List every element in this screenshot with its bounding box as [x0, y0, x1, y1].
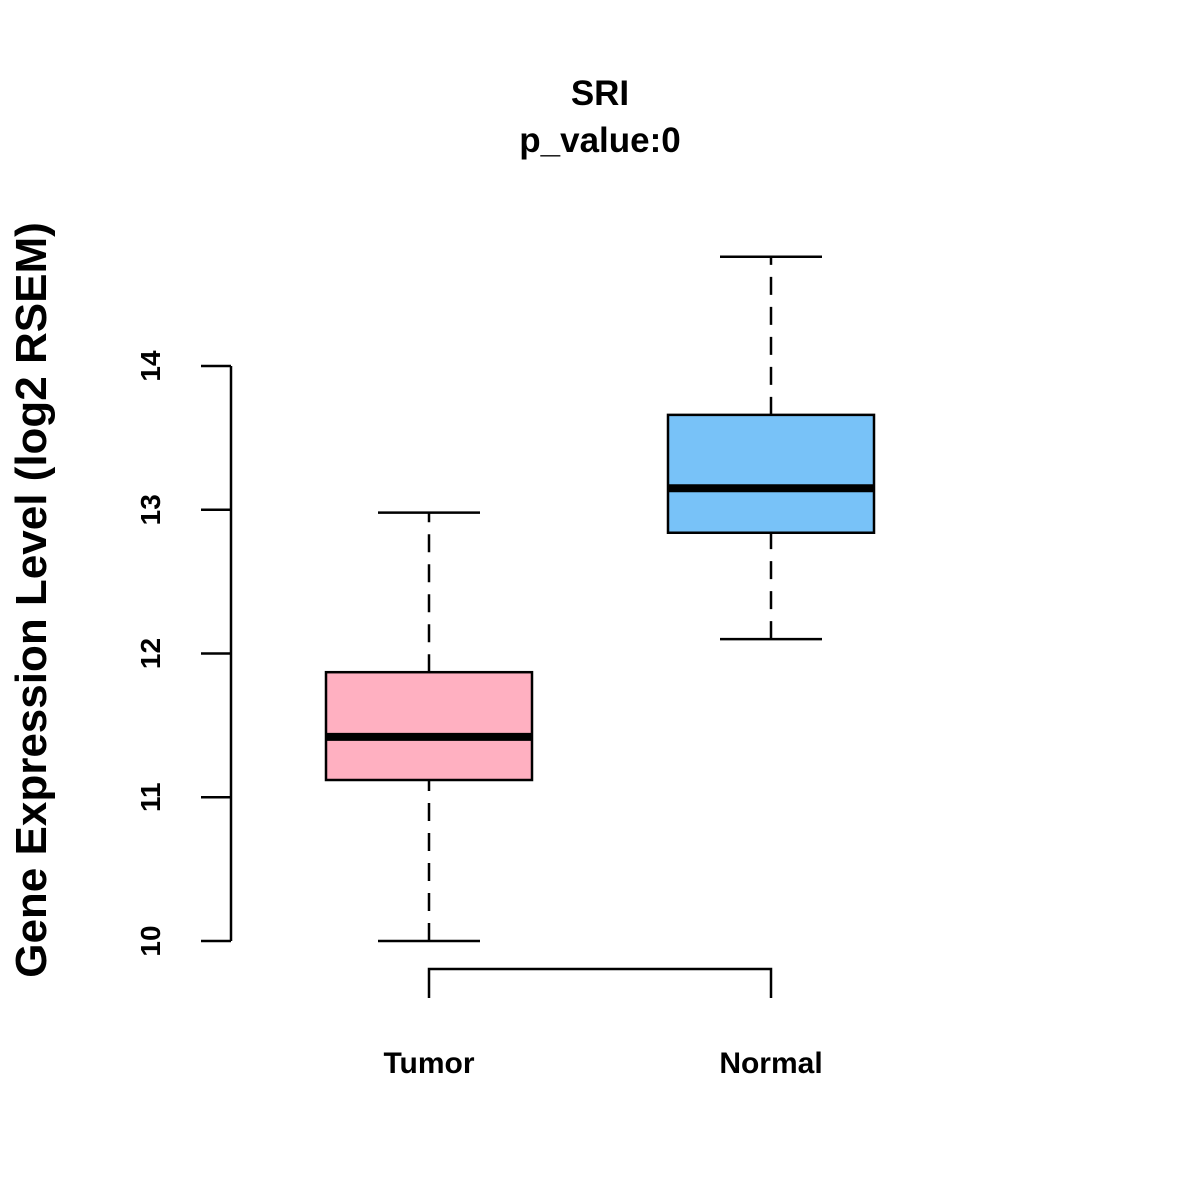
y-tick-label: 11: [135, 782, 166, 812]
boxes-group: [324, 255, 876, 943]
x-axis-line: [427, 967, 773, 998]
y-tick-label: 14: [135, 350, 166, 382]
chart-subtitle: p_value:0: [519, 121, 680, 160]
iqr-box: [666, 413, 876, 534]
x-tick-label: Normal: [719, 1047, 822, 1080]
y-tick-label: 10: [135, 925, 166, 956]
chart-title: SRI: [571, 74, 629, 113]
y-axis-label: Gene Expression Level (log2 RSEM): [7, 222, 56, 978]
x-axis: Tumor Normal: [383, 967, 823, 1080]
iqr-box: [324, 670, 534, 782]
box-normal: [666, 255, 876, 641]
box-tumor: [324, 511, 534, 943]
y-tick-label: 13: [135, 494, 166, 525]
x-tick-label: Tumor: [383, 1047, 474, 1080]
y-tick-label: 12: [135, 638, 166, 669]
y-axis: 10 11 12 13 14: [135, 350, 233, 957]
